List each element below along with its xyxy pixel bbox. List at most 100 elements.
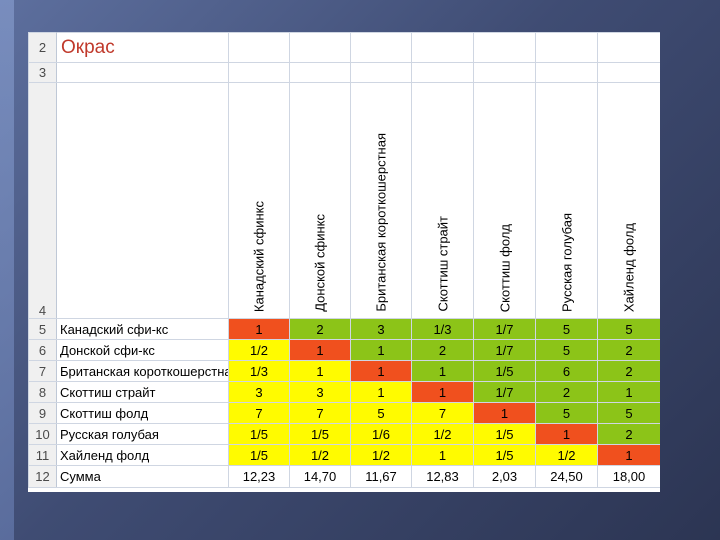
value-cell[interactable]: 5: [597, 318, 660, 340]
value-cell[interactable]: 3: [350, 318, 412, 340]
value-cell[interactable]: 5: [535, 402, 598, 424]
sum-cell[interactable]: 2,03: [473, 465, 536, 488]
value-cell[interactable]: 1/3: [228, 360, 290, 382]
sum-cell[interactable]: 18,00: [597, 465, 660, 488]
table-row: 6 Донской сфи-кс 1/2 1 1 2 1/7 5 2: [28, 339, 660, 361]
value-cell[interactable]: 1/3: [411, 318, 474, 340]
value-cell[interactable]: 2: [597, 339, 660, 361]
value-cell[interactable]: 1: [473, 402, 536, 424]
value-cell[interactable]: 1/5: [289, 423, 351, 445]
value-cell[interactable]: 3: [228, 381, 290, 403]
cell[interactable]: [597, 32, 660, 63]
value-cell[interactable]: 1/2: [350, 444, 412, 466]
sum-cell[interactable]: 14,70: [289, 465, 351, 488]
sum-cell[interactable]: 24,50: [535, 465, 598, 488]
row-number: 10: [28, 423, 57, 445]
value-cell[interactable]: 1/7: [473, 381, 536, 403]
column-header-label: Канадский сфинкс: [251, 200, 267, 312]
cell[interactable]: [289, 32, 351, 63]
value-cell[interactable]: 5: [597, 402, 660, 424]
column-header[interactable]: Британская короткошерстная: [350, 82, 412, 319]
column-header-label: Британская короткошерстная: [373, 133, 389, 312]
value-cell[interactable]: 1/5: [473, 360, 536, 382]
value-cell[interactable]: 1/2: [289, 444, 351, 466]
row-number: 5: [28, 318, 57, 340]
cell[interactable]: [535, 62, 598, 83]
column-header-label: Донской сфинкс: [312, 214, 328, 312]
value-cell[interactable]: 5: [535, 318, 598, 340]
sum-cell[interactable]: 12,83: [411, 465, 474, 488]
value-cell[interactable]: 1: [411, 360, 474, 382]
cell[interactable]: [411, 62, 474, 83]
value-cell[interactable]: 2: [411, 339, 474, 361]
value-cell[interactable]: 5: [350, 402, 412, 424]
cell[interactable]: [228, 62, 290, 83]
cell[interactable]: [56, 82, 229, 319]
column-header[interactable]: Скоттиш фолд: [473, 82, 536, 319]
cell[interactable]: [597, 62, 660, 83]
row-label[interactable]: Русская голубая: [56, 423, 229, 445]
cell[interactable]: [535, 32, 598, 63]
row-label[interactable]: Скоттиш страйт: [56, 381, 229, 403]
value-cell[interactable]: 1: [411, 381, 474, 403]
cell[interactable]: [289, 62, 351, 83]
value-cell[interactable]: 6: [535, 360, 598, 382]
value-cell[interactable]: 1/5: [228, 423, 290, 445]
table-row: 5 Канадский сфи-кс 1 2 3 1/3 1/7 5 5: [28, 318, 660, 340]
row-label[interactable]: Британская короткошерстная: [56, 360, 229, 382]
column-header[interactable]: Донской сфинкс: [289, 82, 351, 319]
row-label[interactable]: Донской сфи-кс: [56, 339, 229, 361]
sum-cell[interactable]: 12,23: [228, 465, 290, 488]
value-cell[interactable]: 1: [289, 339, 351, 361]
value-cell[interactable]: 1: [535, 423, 598, 445]
row-number: 4: [28, 82, 57, 319]
value-cell[interactable]: 1: [350, 381, 412, 403]
value-cell[interactable]: 1: [597, 381, 660, 403]
cell[interactable]: [56, 62, 229, 83]
cell[interactable]: [473, 32, 536, 63]
value-cell[interactable]: 1/5: [473, 444, 536, 466]
column-header[interactable]: Скоттиш страйт: [411, 82, 474, 319]
row-number: 11: [28, 444, 57, 466]
value-cell[interactable]: 1/5: [473, 423, 536, 445]
value-cell[interactable]: 1: [411, 444, 474, 466]
column-header[interactable]: Хайленд фолд: [597, 82, 660, 319]
value-cell[interactable]: 2: [597, 360, 660, 382]
sum-cell[interactable]: 11,67: [350, 465, 412, 488]
value-cell[interactable]: 1/2: [411, 423, 474, 445]
value-cell[interactable]: 1: [289, 360, 351, 382]
column-header-row: 4 Канадский сфинкс Донской сфинкс Британ…: [28, 82, 660, 319]
sheet-title[interactable]: Окрас: [56, 32, 229, 63]
sum-label[interactable]: Сумма: [56, 465, 229, 488]
cell[interactable]: [473, 62, 536, 83]
cell[interactable]: [350, 62, 412, 83]
row-label[interactable]: Скоттиш фолд: [56, 402, 229, 424]
value-cell[interactable]: 7: [228, 402, 290, 424]
value-cell[interactable]: 1/5: [228, 444, 290, 466]
value-cell[interactable]: 1/2: [228, 339, 290, 361]
cell[interactable]: [350, 32, 412, 63]
cell[interactable]: [228, 32, 290, 63]
column-header[interactable]: Русская голубая: [535, 82, 598, 319]
value-cell[interactable]: 7: [289, 402, 351, 424]
value-cell[interactable]: 1: [350, 339, 412, 361]
row-label[interactable]: Канадский сфи-кс: [56, 318, 229, 340]
value-cell[interactable]: 7: [411, 402, 474, 424]
value-cell[interactable]: 1: [228, 318, 290, 340]
value-cell[interactable]: 1: [597, 444, 660, 466]
value-cell[interactable]: 2: [535, 381, 598, 403]
table-row: 8 Скоттиш страйт 3 3 1 1 1/7 2 1: [28, 381, 660, 403]
value-cell[interactable]: 1: [350, 360, 412, 382]
value-cell[interactable]: 5: [535, 339, 598, 361]
value-cell[interactable]: 1/2: [535, 444, 598, 466]
cell[interactable]: [411, 32, 474, 63]
table-row: 7 Британская короткошерстная 1/3 1 1 1 1/5 6 2: [28, 360, 660, 382]
value-cell[interactable]: 1/7: [473, 339, 536, 361]
row-label[interactable]: Хайленд фолд: [56, 444, 229, 466]
column-header[interactable]: Канадский сфинкс: [228, 82, 290, 319]
value-cell[interactable]: 1/7: [473, 318, 536, 340]
value-cell[interactable]: 2: [597, 423, 660, 445]
value-cell[interactable]: 2: [289, 318, 351, 340]
value-cell[interactable]: 3: [289, 381, 351, 403]
value-cell[interactable]: 1/6: [350, 423, 412, 445]
